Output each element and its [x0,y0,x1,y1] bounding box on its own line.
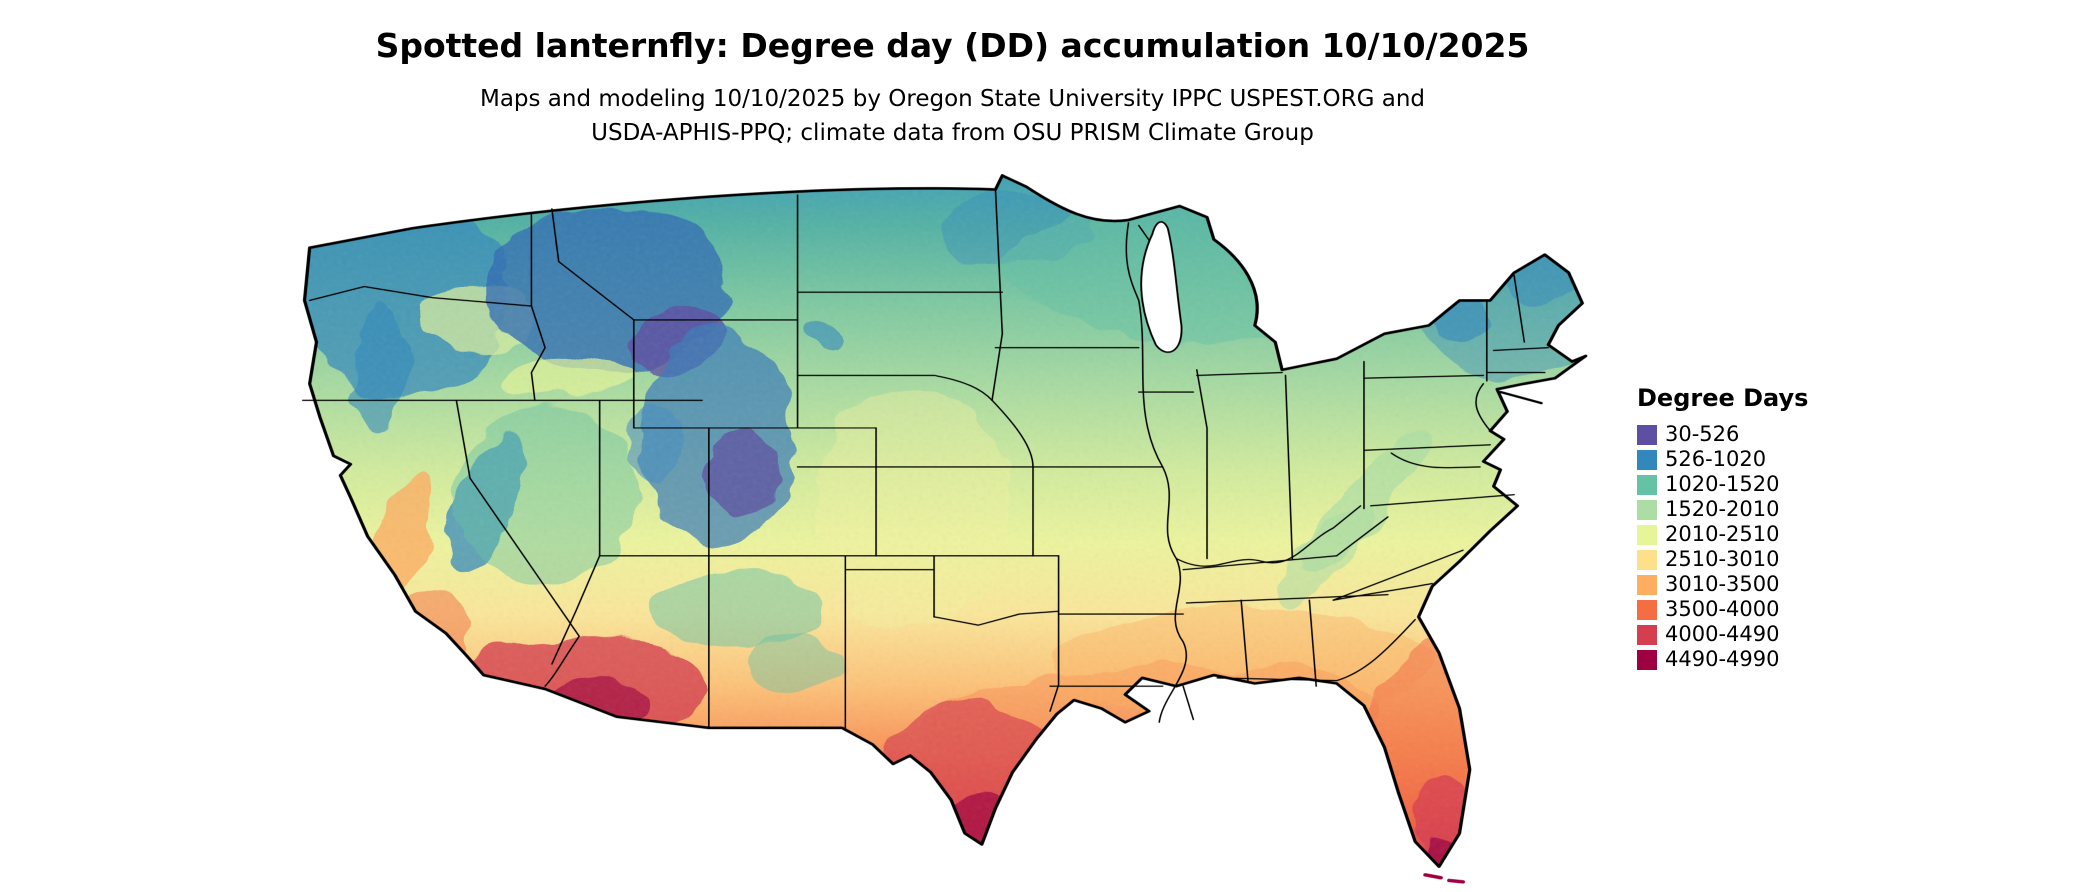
legend-item-label: 526-1020 [1665,447,1767,471]
legend-item: 4490-4990 [1637,647,1808,672]
legend-item-label: 30-526 [1665,422,1740,446]
legend: Degree Days 30-526 526-1020 1020-1520 15… [1637,384,1808,672]
legend-item-label: 4000-4490 [1665,622,1780,646]
legend-swatch [1637,524,1657,545]
long-island [1499,390,1543,405]
legend-swatch [1637,574,1657,595]
legend-item: 4000-4490 [1637,622,1808,647]
legend-swatch [1637,599,1657,620]
us-outline [302,174,1588,868]
legend-swatch [1637,499,1657,520]
legend-item-label: 3500-4000 [1665,597,1780,621]
legend-item: 526-1020 [1637,447,1808,472]
degree-day-surface [304,175,1586,867]
legend-item: 30-526 [1637,422,1808,447]
legend-item-label: 1520-2010 [1665,497,1780,521]
legend-item: 2510-3010 [1637,547,1808,572]
legend-swatch [1637,474,1657,495]
legend-item: 3500-4000 [1637,597,1808,622]
map-subtitle-line-2: USDA-APHIS-PPQ; climate data from OSU PR… [591,120,1314,146]
legend-item-label: 2010-2510 [1665,522,1780,546]
legend-title: Degree Days [1637,384,1809,412]
legend-swatch [1637,649,1657,670]
legend-item-label: 1020-1520 [1665,472,1780,496]
legend-item: 1520-2010 [1637,497,1808,522]
page-title: Spotted lanternfly: Degree day (DD) accu… [375,26,1530,65]
legend-rows: 30-526 526-1020 1020-1520 1520-2010 2010… [1637,422,1808,672]
state-borders [302,188,1549,729]
legend-item-label: 3010-3500 [1665,572,1780,596]
legend-item: 2010-2510 [1637,522,1808,547]
legend-item: 1020-1520 [1637,472,1808,497]
legend-item-label: 4490-4990 [1665,647,1780,671]
florida-keys [1423,873,1466,884]
headings: Spotted lanternfly: Degree day (DD) accu… [0,26,1905,150]
legend-swatch [1637,549,1657,570]
legend-swatch [1637,424,1657,445]
map-subtitle: Maps and modeling 10/10/2025 by Oregon S… [0,82,1905,150]
us-degree-day-map [302,174,1588,884]
legend-item-label: 2510-3010 [1665,547,1780,571]
lake-michigan [1140,221,1183,353]
legend-item: 3010-3500 [1637,572,1808,597]
map-subtitle-line-1: Maps and modeling 10/10/2025 by Oregon S… [479,86,1426,112]
legend-swatch [1637,624,1657,645]
legend-swatch [1637,449,1657,470]
